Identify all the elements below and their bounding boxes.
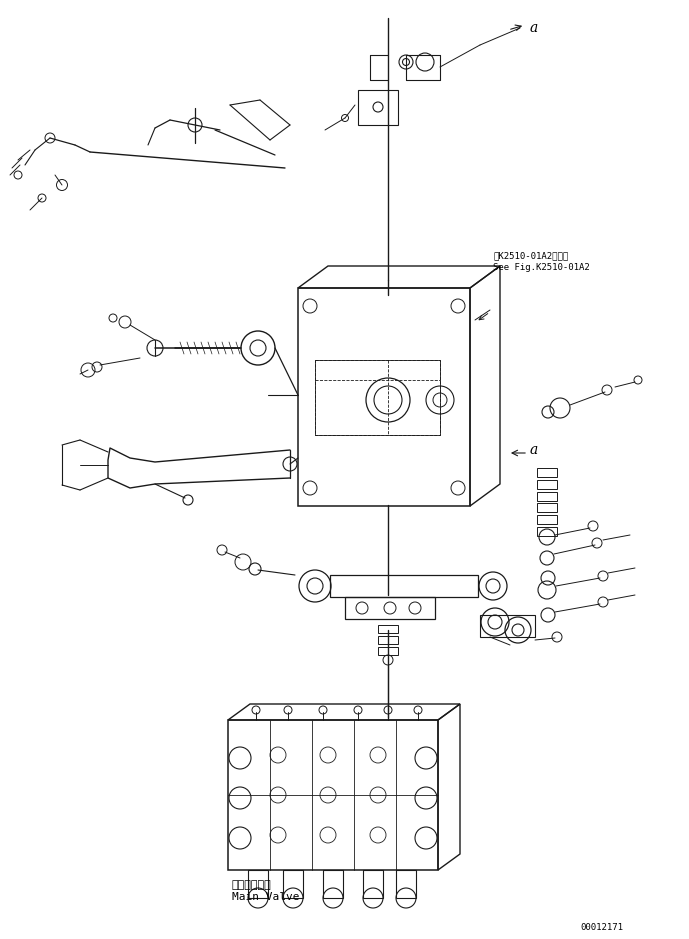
Bar: [228, 720, 438, 870]
Bar: [283, 870, 303, 898]
Bar: [330, 575, 478, 597]
Bar: [480, 615, 535, 637]
Text: a: a: [530, 443, 538, 457]
Bar: [537, 527, 557, 536]
Bar: [248, 870, 268, 898]
Bar: [537, 503, 557, 512]
Bar: [396, 870, 416, 898]
Text: 00012171: 00012171: [580, 923, 623, 932]
Bar: [323, 870, 343, 898]
Text: See Fig.K2510-01A2: See Fig.K2510-01A2: [493, 263, 590, 272]
Text: Main Valve: Main Valve: [232, 892, 300, 902]
Bar: [345, 597, 435, 619]
Bar: [378, 625, 398, 633]
Bar: [537, 480, 557, 489]
Bar: [537, 515, 557, 524]
Bar: [537, 492, 557, 501]
Bar: [363, 870, 383, 898]
Bar: [378, 647, 398, 655]
Text: 第K2510-01A2図参照: 第K2510-01A2図参照: [493, 251, 568, 260]
Bar: [298, 288, 470, 506]
Text: メインバルブ: メインバルブ: [232, 880, 271, 890]
Bar: [378, 636, 398, 644]
Bar: [358, 90, 398, 125]
Bar: [315, 360, 440, 435]
Text: a: a: [530, 21, 538, 35]
Bar: [537, 468, 557, 477]
Bar: [315, 360, 440, 435]
